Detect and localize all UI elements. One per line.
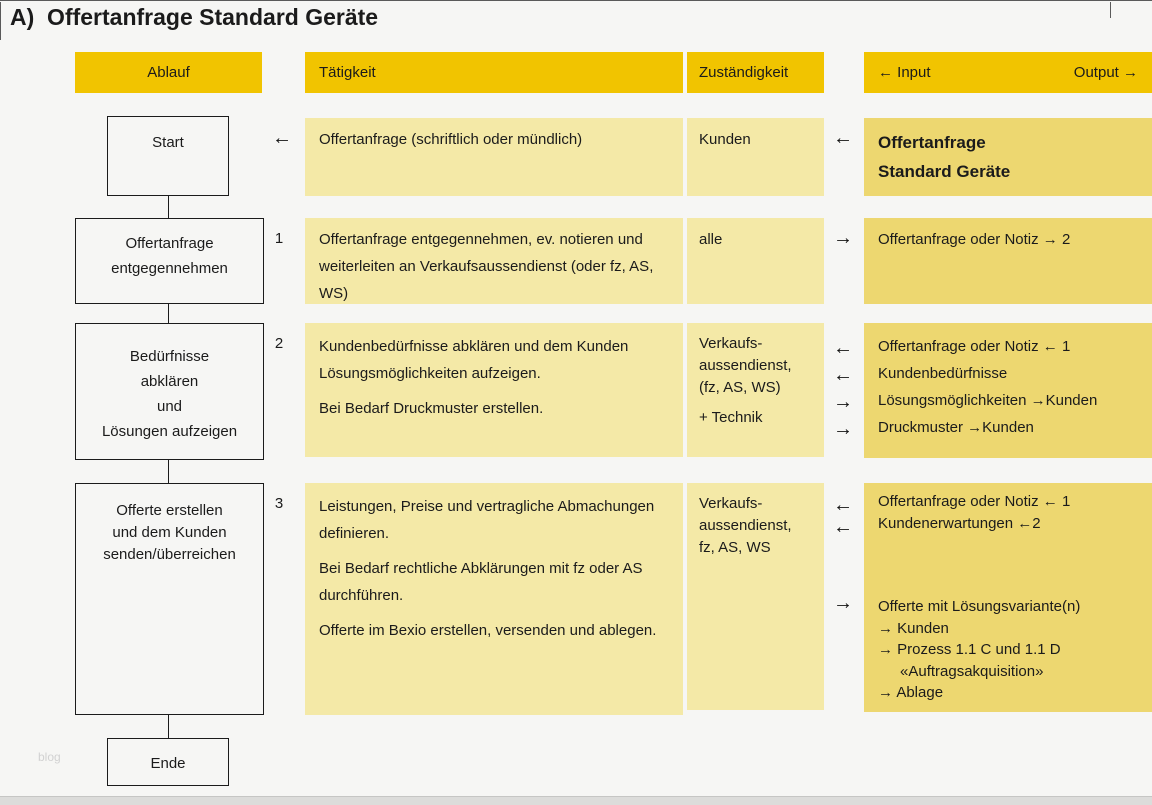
flow-connector-2 xyxy=(168,304,169,323)
flow-box-step3-line2: und dem Kunden xyxy=(112,524,227,541)
io-row4-top-line1: Offertanfrage oder Notiz ← 1 xyxy=(878,493,1071,510)
io-row4-bottom-line2: → Kunden xyxy=(878,619,949,637)
arrow-right-row4-io-3: → xyxy=(833,592,853,614)
column-header-ablauf: Ablauf xyxy=(75,52,262,93)
flow-box-start-label: Start xyxy=(152,134,184,151)
responsibility-cell-row4: Verkaufs- aussendienst, fz, AS, WS xyxy=(687,483,824,710)
responsibility-row3-line1: Verkaufs- xyxy=(699,335,763,352)
column-header-taetigkeit-label: Tätigkeit xyxy=(319,64,376,81)
step-number-1: 1 xyxy=(274,230,284,247)
activity-row1-text: Offertanfrage (schriftlich oder mündlich… xyxy=(319,131,583,148)
scan-artifact-left-line xyxy=(0,2,1,40)
flow-box-step3: Offerte erstellen und dem Kunden senden/… xyxy=(75,483,264,715)
io-row3-line4: Druckmuster →Kunden xyxy=(878,419,1034,436)
io-cell-row2: Offertanfrage oder Notiz → 2 xyxy=(864,218,1152,304)
responsibility-row4-line2: aussendienst, xyxy=(699,517,792,534)
io-row4-bottom-line1: Offerte mit Lösungsvariante(n) xyxy=(878,598,1081,615)
flow-box-ende-label: Ende xyxy=(150,755,186,772)
io-row3-line1: Offertanfrage oder Notiz ← 1 xyxy=(878,338,1071,355)
input-header-label: ← Input xyxy=(878,64,931,81)
flow-connector-4 xyxy=(168,715,169,738)
column-header-zustaendigkeit-label: Zuständigkeit xyxy=(699,64,789,81)
flow-box-start: Start xyxy=(107,116,229,196)
flow-connector-3 xyxy=(168,460,169,483)
flow-box-step1: Offertanfrage entgegennehmen xyxy=(75,218,264,304)
flow-box-ende: Ende xyxy=(107,738,229,786)
io-row3-line2: Kundenbedürfnisse xyxy=(878,365,1008,382)
flow-box-step2-line2: abklären xyxy=(140,373,199,390)
flow-box-step2-line3: und xyxy=(156,398,183,415)
output-header-label: Output → xyxy=(1073,64,1138,81)
activity-cell-row2: Offertanfrage entgegennehmen, ev. notier… xyxy=(305,218,683,304)
activity-row3-paragraph1: Kundenbedürfnisse abklären und dem Kunde… xyxy=(319,338,629,382)
column-header-zustaendigkeit: Zuständigkeit xyxy=(687,52,824,93)
activity-row2-text: Offertanfrage entgegennehmen, ev. notier… xyxy=(319,231,654,302)
flow-box-step1-line1: Offertanfrage xyxy=(125,235,214,252)
io-cell-row1: Offertanfrage Standard Geräte xyxy=(864,118,1152,196)
responsibility-row4-line3: fz, AS, WS xyxy=(699,539,771,556)
activity-row4-paragraph3: Offerte im Bexio erstellen, versenden un… xyxy=(319,622,657,639)
scan-artifact-right-line xyxy=(1110,2,1111,18)
io-row4-top-line2: Kundenerwartungen ←2 xyxy=(878,514,1041,532)
column-header-ablauf-label: Ablauf xyxy=(147,64,190,81)
responsibility-row3-line4: + Technik xyxy=(699,409,763,426)
activity-row3-paragraph2: Bei Bedarf Druckmuster erstellen. xyxy=(319,400,544,417)
page-title: A) Offertanfrage Standard Geräte xyxy=(10,4,379,30)
arrow-right-row3-io-4: → xyxy=(833,418,853,440)
arrow-left-row3-io-2: ← xyxy=(833,364,853,386)
step-number-2: 2 xyxy=(274,335,284,352)
bottom-scan-strip xyxy=(0,796,1152,805)
flow-box-step3-line1: Offerte erstellen xyxy=(116,502,223,519)
io-row4-bottom-line4: «Auftragsakquisition» xyxy=(900,662,1044,680)
arrow-left-row4-io-2: ← xyxy=(833,516,853,538)
io-row4-spacer xyxy=(878,534,1138,596)
io-row4-bottom-line5: → Ablage xyxy=(878,684,944,701)
flow-connector-1 xyxy=(168,196,169,218)
responsibility-cell-row2: alle xyxy=(687,218,824,304)
responsibility-row4-line1: Verkaufs- xyxy=(699,495,763,512)
activity-cell-row4: Leistungen, Preise und vertragliche Abma… xyxy=(305,483,683,715)
activity-row4-paragraph2: Bei Bedarf rechtliche Abklärungen mit fz… xyxy=(319,560,643,604)
arrow-left-row3-io-1: ← xyxy=(833,337,853,359)
column-header-taetigkeit: Tätigkeit xyxy=(305,52,683,93)
responsibility-row2-text: alle xyxy=(699,231,723,248)
responsibility-cell-row3: Verkaufs- aussendienst, (fz, AS, WS) + T… xyxy=(687,323,824,457)
activity-cell-row1: Offertanfrage (schriftlich oder mündlich… xyxy=(305,118,683,196)
scan-artifact-top-line xyxy=(0,0,1152,1)
arrow-right-row2-io: → xyxy=(833,227,853,249)
responsibility-row3-line3: (fz, AS, WS) xyxy=(699,379,781,396)
responsibility-row3-line2: aussendienst, xyxy=(699,357,792,374)
io-row3-line3: Lösungsmöglichkeiten →Kunden xyxy=(878,392,1098,409)
flow-box-step3-line3: senden/überreichen xyxy=(103,546,236,563)
activity-row4-paragraph1: Leistungen, Preise und vertragliche Abma… xyxy=(319,498,655,542)
flow-box-step2: Bedürfnisse abklären und Lösungen aufzei… xyxy=(75,323,264,460)
io-row2-line1: Offertanfrage oder Notiz → 2 xyxy=(878,231,1071,248)
io-row1-line1: Offertanfrage xyxy=(878,133,986,152)
step-number-3: 3 xyxy=(274,495,284,512)
flow-box-step2-line1: Bedürfnisse xyxy=(129,348,210,365)
io-cell-row4: Offertanfrage oder Notiz ← 1 Kundenerwar… xyxy=(864,483,1152,712)
responsibility-cell-row1: Kunden xyxy=(687,118,824,196)
column-header-input-output: ← Input Output → xyxy=(864,52,1152,93)
arrow-right-row3-io-3: → xyxy=(833,391,853,413)
arrow-left-row1-activity: ← xyxy=(272,127,292,149)
io-row4-bottom-line3: → Prozess 1.1 C und 1.1 D xyxy=(878,641,1061,658)
activity-cell-row3: Kundenbedürfnisse abklären und dem Kunde… xyxy=(305,323,683,457)
io-row1-line2: Standard Geräte xyxy=(878,162,1011,181)
arrow-left-row1-io: ← xyxy=(833,127,853,149)
flow-box-step2-line4: Lösungen aufzeigen xyxy=(101,423,238,440)
arrow-left-row4-io-1: ← xyxy=(833,494,853,516)
watermark-text: blog xyxy=(38,750,61,764)
io-cell-row3: Offertanfrage oder Notiz ← 1 Kundenbedür… xyxy=(864,323,1152,458)
flow-box-step1-line2: entgegennehmen xyxy=(111,260,228,277)
responsibility-row1-text: Kunden xyxy=(699,131,751,148)
